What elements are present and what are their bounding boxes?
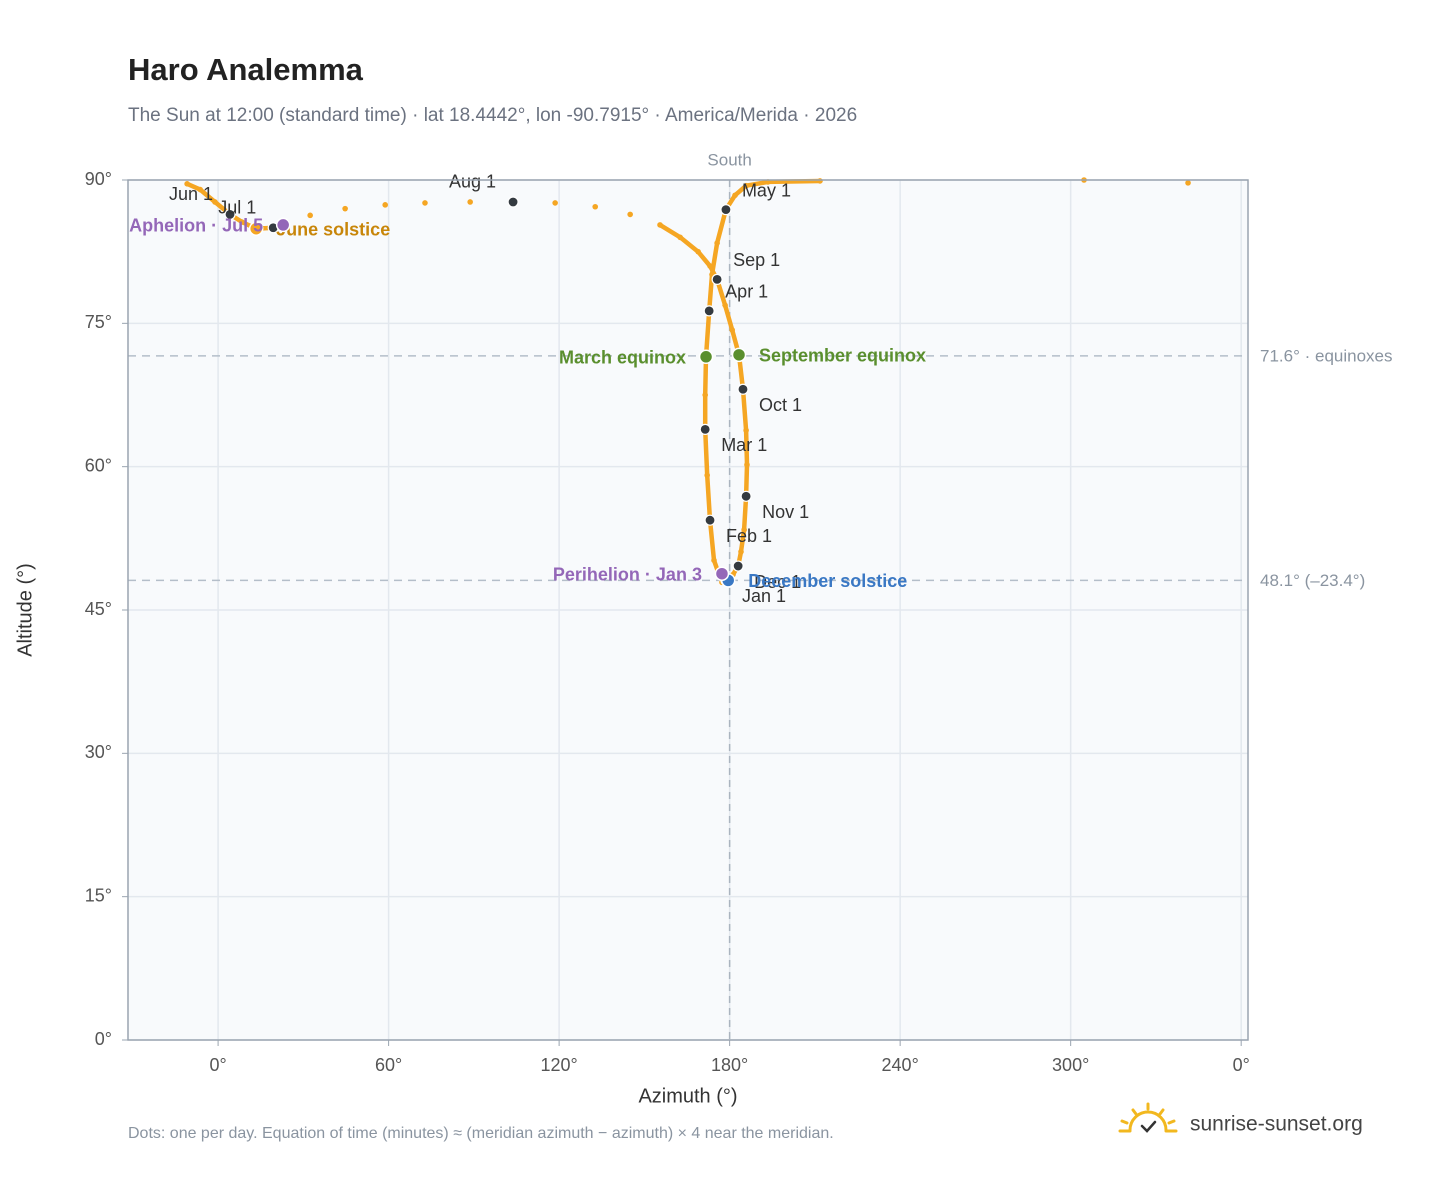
analemma-dot [592, 203, 599, 210]
analemma-line [702, 178, 823, 583]
chart-subtitle: The Sun at 12:00 (standard time) · lat 1… [128, 105, 857, 126]
analemma-dot [743, 427, 749, 434]
analemma-dot [467, 199, 473, 205]
month-label: Nov 1 [762, 502, 809, 522]
x-axis-label: Azimuth (°) [638, 1085, 737, 1107]
reference-label: 71.6° · equinoxes [1260, 346, 1393, 365]
event-dot [275, 217, 291, 233]
meridian-label: South [707, 150, 751, 169]
analemma-dot [714, 240, 720, 246]
analemma-dot [552, 200, 558, 206]
x-tick-label: 240° [882, 1055, 919, 1075]
y-tick-label: 60° [85, 455, 112, 475]
analemma-dot [307, 212, 313, 219]
analemma-dot [732, 192, 738, 199]
month-label: Oct 1 [759, 395, 802, 415]
analemma-dot [627, 211, 633, 218]
analemma-dot [707, 263, 713, 269]
analemma-dot [239, 219, 245, 225]
analemma-dot [342, 205, 348, 212]
month-dot [703, 305, 715, 317]
analemma-dot [382, 202, 388, 208]
event-dot [248, 221, 264, 236]
month-label: Apr 1 [725, 282, 768, 302]
analemma-dot [744, 461, 750, 468]
event-dot [731, 347, 747, 363]
month-label: Feb 1 [726, 526, 772, 546]
month-label: Mar 1 [721, 435, 767, 455]
analemma-dot [212, 199, 218, 205]
analemma-dot [695, 248, 701, 255]
event-dot [698, 349, 714, 365]
y-axis-label: Altitude (°) [14, 563, 36, 657]
event-dot [714, 566, 730, 581]
analemma-dot [738, 548, 744, 555]
analemma-dot [184, 181, 190, 187]
analemma-dot [722, 302, 728, 308]
x-tick-label: 0° [209, 1055, 226, 1075]
y-tick-label: 45° [85, 599, 112, 619]
month-dot [711, 273, 723, 285]
analemma-dot [729, 327, 735, 333]
x-tick-label: 120° [541, 1055, 578, 1075]
month-label: Dec 1 [754, 572, 801, 592]
month-label: Jul 1 [218, 198, 256, 218]
month-label: Sep 1 [733, 250, 780, 270]
event-label: March equinox [559, 348, 686, 368]
month-label: Jan 1 [742, 586, 786, 606]
analemma-dot [741, 526, 747, 533]
event-label: September equinox [759, 346, 926, 366]
y-tick-label: 0° [95, 1029, 112, 1049]
analemma-dot [197, 186, 203, 193]
month-label: Aug 1 [449, 172, 496, 192]
reference-label: 48.1° (–23.4°) [1260, 571, 1365, 590]
event-label: December solstice [748, 571, 907, 591]
month-dot [740, 490, 752, 502]
x-tick-label: 180° [711, 1055, 748, 1075]
brand-logo [1118, 1102, 1178, 1133]
month-dot [224, 208, 236, 220]
x-tick-label: 0° [1233, 1055, 1250, 1075]
analemma-dot [657, 222, 663, 228]
analemma-dot [422, 200, 428, 206]
analemma-dot [817, 178, 823, 184]
x-tick-label: 300° [1052, 1055, 1089, 1075]
analemma-dot [704, 472, 710, 479]
event-label: Perihelion · Jan 3 [553, 564, 702, 584]
month-dot [704, 514, 716, 526]
month-dot [507, 196, 519, 208]
footnote: Dots: one per day. Equation of time (min… [128, 1125, 834, 1142]
y-tick-label: 90° [85, 169, 112, 189]
event-label: June solstice [276, 219, 390, 239]
month-dot [737, 383, 749, 395]
month-label: May 1 [742, 180, 791, 200]
month-dot [720, 204, 732, 216]
y-tick-label: 75° [85, 312, 112, 332]
month-label: Jun 1 [169, 184, 213, 204]
chart-title: Haro Analemma [128, 52, 364, 87]
month-dot [699, 423, 711, 435]
brand-name: sunrise-sunset.org [1190, 1113, 1363, 1136]
analemma-dot [1185, 180, 1191, 186]
analemma-dot [743, 182, 749, 189]
y-tick-label: 30° [85, 742, 112, 762]
analemma-dot [677, 234, 683, 241]
analemma-dot [711, 557, 717, 564]
event-label: Aphelion · Jul 5 [129, 216, 263, 236]
y-tick-label: 15° [85, 885, 112, 905]
analemma-dot [702, 392, 708, 398]
month-dot [732, 560, 744, 572]
x-tick-label: 60° [375, 1055, 402, 1075]
